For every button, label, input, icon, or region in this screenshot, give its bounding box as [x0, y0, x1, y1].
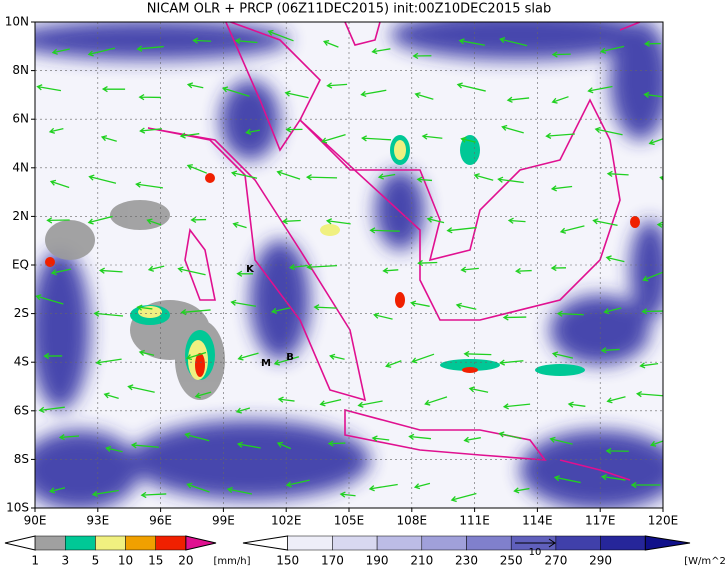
- colorbar-cell: [95, 535, 126, 551]
- vector-ref: [515, 538, 556, 548]
- place-label: B: [286, 352, 294, 363]
- colorbar-cell: [34, 535, 66, 551]
- lat-label: EQ: [12, 258, 29, 272]
- colorbar-label: 10: [118, 554, 133, 568]
- lon-label: 111E: [459, 514, 490, 528]
- colorbar-label: 5: [92, 554, 100, 568]
- colorbar-cell: [600, 535, 646, 551]
- colorbar-label: 250: [500, 554, 523, 568]
- lat-label: 8N: [12, 63, 29, 77]
- title: NICAM OLR + PRCP (06Z11DEC2015) init:00Z…: [147, 2, 552, 17]
- colorbar-label: 290: [589, 554, 612, 568]
- colorbar-unit: [W/m^2]: [684, 556, 726, 567]
- place-label: K: [246, 264, 255, 275]
- lon-label: 114E: [522, 514, 553, 528]
- colorbar-label: 190: [366, 554, 389, 568]
- colorbar-label: 230: [455, 554, 478, 568]
- lon-label: 102E: [271, 514, 302, 528]
- colorbar-cell: [555, 535, 601, 551]
- map-field: [35, 22, 663, 508]
- colorbar-label: 1: [31, 554, 39, 568]
- lat-label: 4S: [14, 355, 29, 369]
- colorbar-cell: [125, 535, 156, 551]
- lat-label: 6S: [14, 403, 29, 417]
- colorbar-end: [644, 535, 691, 551]
- colorbar-cell: [65, 535, 96, 551]
- lon-label: 99E: [212, 514, 235, 528]
- lon-label: 108E: [397, 514, 428, 528]
- vector-ref-label: 10: [529, 547, 542, 558]
- place-label: M: [261, 358, 271, 369]
- colorbar-label: 20: [178, 554, 193, 568]
- colorbar-cell: [466, 535, 512, 551]
- lat-label: 6N: [12, 112, 29, 126]
- colorbar-end: [4, 535, 36, 551]
- colorbar-cell: [332, 535, 378, 551]
- lon-label: 93E: [86, 514, 109, 528]
- colorbar-unit: [mm/h]: [214, 556, 251, 567]
- lat-label: 2S: [14, 306, 29, 320]
- colorbar-end: [185, 535, 217, 551]
- lon-label: 96E: [149, 514, 172, 528]
- lat-label: 2N: [12, 209, 29, 223]
- lon-label: 117E: [585, 514, 616, 528]
- colorbar-cell: [376, 535, 423, 551]
- lon-label: 105E: [334, 514, 365, 528]
- colorbar-cell: [421, 535, 467, 551]
- colorbar-label: 210: [410, 554, 433, 568]
- lon-label: 90E: [24, 514, 47, 528]
- lon-label: 120E: [648, 514, 679, 528]
- colorbar-label: 270: [544, 554, 567, 568]
- colorbar-label: 170: [321, 554, 344, 568]
- colorbar-label: 15: [148, 554, 163, 568]
- colorbar-label: 150: [276, 554, 299, 568]
- lat-label: 8S: [14, 452, 29, 466]
- colorbar-label: 3: [61, 554, 69, 568]
- lat-label: 10N: [5, 15, 29, 29]
- colorbar-cell: [287, 535, 333, 551]
- colorbar-cell: [155, 535, 187, 551]
- lat-label: 10S: [6, 501, 29, 515]
- colorbar-end: [242, 535, 289, 551]
- lat-label: 4N: [12, 160, 29, 174]
